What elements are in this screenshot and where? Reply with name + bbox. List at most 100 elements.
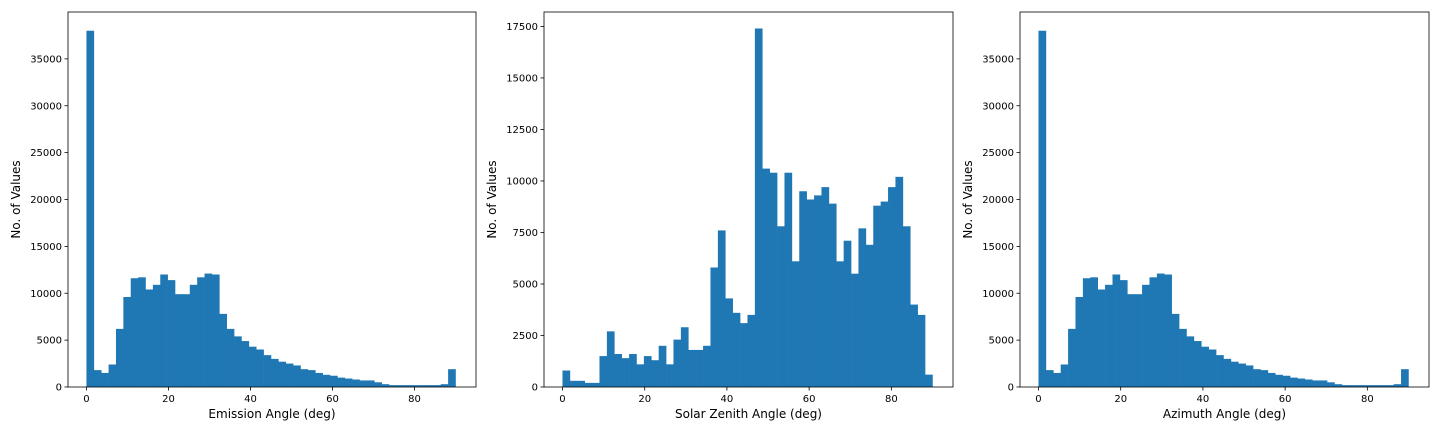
histogram-bar bbox=[762, 168, 770, 387]
x-tick-label: 40 bbox=[1197, 394, 1210, 405]
histogram-bar bbox=[1282, 375, 1291, 387]
histogram-bar bbox=[1371, 385, 1380, 387]
histogram-bar bbox=[293, 365, 301, 387]
histogram-bar bbox=[1223, 358, 1232, 387]
histogram-bar bbox=[888, 187, 896, 387]
y-tick-label: 0 bbox=[532, 383, 538, 394]
azimuth-angle-bars bbox=[1038, 30, 1409, 387]
histogram-bar bbox=[123, 297, 132, 387]
histogram-bar bbox=[1401, 369, 1409, 387]
y-tick-label: 10000 bbox=[30, 289, 62, 300]
histogram-bar bbox=[577, 380, 585, 387]
histogram-bar bbox=[569, 380, 578, 387]
x-tick-label: 60 bbox=[803, 394, 816, 405]
histogram-bar bbox=[666, 364, 674, 387]
solar-zenith-angle-y-axis-label: No. of Values bbox=[485, 160, 499, 238]
histogram-bar bbox=[1142, 284, 1150, 387]
histogram-bar bbox=[1208, 349, 1217, 387]
histogram-bar bbox=[592, 382, 600, 387]
histogram-bar bbox=[1156, 273, 1165, 387]
y-tick-label: 20000 bbox=[982, 195, 1014, 206]
histogram-bar bbox=[1304, 379, 1313, 387]
histogram-bar bbox=[1327, 382, 1335, 387]
histogram-bar bbox=[725, 298, 733, 387]
histogram-bar bbox=[322, 374, 331, 387]
histogram-bar bbox=[1045, 370, 1054, 387]
histogram-bar bbox=[1260, 370, 1269, 387]
histogram-bar bbox=[732, 312, 741, 387]
histogram-bar bbox=[101, 372, 109, 387]
histogram-bar bbox=[1230, 361, 1239, 387]
histogram-bar bbox=[1053, 372, 1061, 387]
histogram-bar bbox=[1267, 372, 1276, 387]
y-tick-label: 25000 bbox=[30, 148, 62, 159]
histogram-bar bbox=[680, 327, 689, 387]
histogram-bar bbox=[562, 370, 571, 387]
solar-zenith-angle-axes-frame bbox=[543, 11, 954, 388]
y-tick-label: 20000 bbox=[30, 195, 62, 206]
y-tick-label: 15000 bbox=[30, 242, 62, 253]
histogram-bar bbox=[167, 280, 176, 387]
histogram-bar bbox=[1179, 328, 1187, 387]
histogram-bar bbox=[621, 358, 630, 387]
x-tick-label: 80 bbox=[885, 394, 898, 405]
solar-zenith-angle-x-axis-label: Solar Zenith Angle (deg) bbox=[675, 407, 822, 421]
histogram-bar bbox=[865, 244, 874, 387]
histogram-bar bbox=[917, 314, 926, 387]
histogram-bar bbox=[784, 172, 793, 387]
histogram-bar bbox=[1386, 385, 1394, 387]
y-tick-label: 10000 bbox=[506, 176, 538, 187]
histogram-bar bbox=[270, 358, 279, 387]
histogram-bar bbox=[1393, 384, 1402, 387]
histogram-bar bbox=[130, 278, 139, 387]
histogram-bar bbox=[1164, 274, 1172, 387]
x-tick-label: 60 bbox=[326, 394, 339, 405]
x-tick-label: 60 bbox=[1279, 394, 1292, 405]
histogram-bar bbox=[902, 226, 911, 387]
histogram-bar bbox=[396, 385, 405, 387]
histogram-bar bbox=[211, 274, 220, 387]
solar-zenith-angle-histogram: 0 20 40 60 80 0 2500 5000 7500 10000 12500 15000 175… bbox=[485, 11, 954, 421]
y-tick-label: 35000 bbox=[30, 54, 62, 65]
histogram-bar bbox=[1253, 369, 1261, 387]
emission-angle-y-axis-label: No. of Values bbox=[9, 160, 23, 238]
histogram-bar bbox=[1068, 328, 1076, 387]
histogram-bar bbox=[614, 354, 622, 387]
y-tick-label: 2500 bbox=[513, 331, 538, 342]
x-tick-label: 80 bbox=[1361, 394, 1374, 405]
histogram-bar bbox=[263, 355, 272, 387]
histogram-bar bbox=[1105, 284, 1113, 387]
y-tick-label: 30000 bbox=[30, 101, 62, 112]
histogram-bar bbox=[858, 228, 867, 387]
histogram-bar bbox=[138, 277, 146, 387]
histogram-bar bbox=[925, 374, 933, 387]
histogram-bar bbox=[1312, 380, 1320, 387]
histogram-bar bbox=[710, 267, 719, 387]
histogram-bar bbox=[1201, 346, 1209, 387]
histogram-bar bbox=[673, 339, 682, 387]
histogram-bar bbox=[1245, 365, 1254, 387]
solar-zenith-angle-bars bbox=[562, 28, 933, 387]
histogram-bar bbox=[189, 284, 198, 387]
histogram-bar bbox=[717, 230, 726, 387]
x-tick-label: 20 bbox=[1114, 394, 1127, 405]
x-tick-label: 0 bbox=[559, 394, 565, 405]
histogram-bar bbox=[1193, 341, 1202, 387]
histogram-bar bbox=[658, 345, 667, 387]
histogram-bar bbox=[895, 176, 904, 387]
histogram-bar bbox=[93, 370, 102, 387]
histogram-bar bbox=[651, 360, 659, 387]
histogram-bar bbox=[1097, 289, 1106, 387]
azimuth-angle-x-axis-label: Azimuth Angle (deg) bbox=[1163, 407, 1286, 421]
histogram-bar bbox=[204, 273, 213, 387]
histogram-bar bbox=[115, 328, 124, 387]
histogram-bar bbox=[1341, 385, 1350, 387]
emission-angle-histogram: 0 20 40 60 80 0 5000 10000 15000 20000 25000 30000 3… bbox=[9, 11, 477, 421]
histogram-bar bbox=[182, 294, 191, 387]
histogram-bar bbox=[1082, 278, 1091, 387]
histogram-bar bbox=[880, 201, 889, 387]
histogram-bar bbox=[629, 354, 637, 387]
azimuth-angle-histogram: 0 20 40 60 80 0 5000 10000 15000 20000 25000 30000 3… bbox=[961, 11, 1430, 421]
histogram-bar bbox=[740, 323, 748, 387]
histogram-bar bbox=[1349, 385, 1357, 387]
